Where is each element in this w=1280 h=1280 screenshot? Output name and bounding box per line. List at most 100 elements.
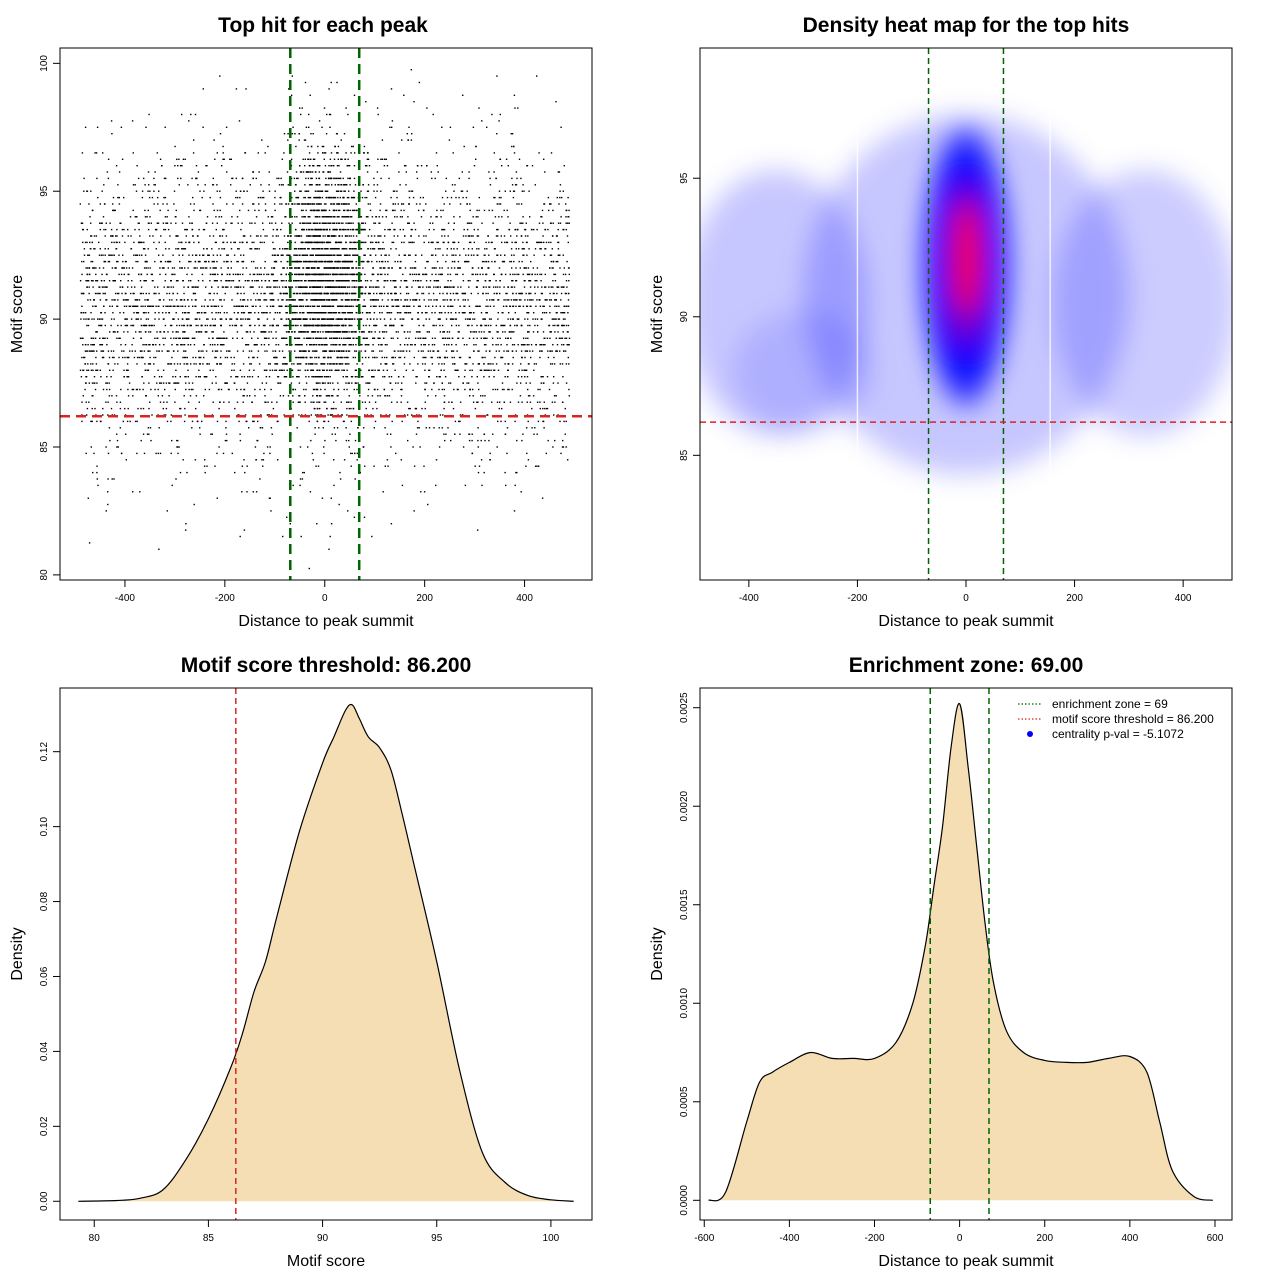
scatter-point [443,305,445,307]
scatter-point [247,312,250,314]
scatter-point [453,228,455,231]
scatter-point [253,331,255,333]
scatter-point [395,248,397,250]
scatter-point [546,337,549,339]
scatter-point [453,388,455,391]
scatter-point [301,222,304,224]
scatter-point [184,376,186,378]
scatter-point [324,165,327,167]
scatter-point [91,420,93,423]
scatter-point [314,344,316,346]
scatter-point [138,331,140,333]
scatter-point [333,235,335,237]
scatter-point [182,344,184,346]
scatter-point [324,286,326,288]
scatter-point [240,318,242,320]
scatter-point [443,401,446,403]
scatter-point [429,350,432,352]
scatter-point [319,196,321,199]
scatter-point [520,235,523,237]
scatter-point [368,260,370,263]
scatter-point [438,427,440,429]
scatter-point [339,280,341,282]
scatter-point [523,286,526,288]
scatter-point [259,299,261,301]
scatter-point [130,292,132,295]
scatter-point [137,260,139,263]
scatter-point [379,350,381,352]
scatter-point [457,337,460,339]
scatter-point [356,305,358,307]
scatter-point [325,190,327,192]
scatter-point [416,318,419,320]
scatter-point [329,267,331,269]
scatter-point [463,145,465,148]
scatter-point [453,299,456,301]
scatter-point [550,331,552,333]
scatter-point [347,305,349,307]
scatter-point [281,363,284,365]
scatter-point [381,273,383,276]
scatter-point [395,305,397,307]
scatter-point [327,280,330,282]
scatter-point [271,216,273,218]
scatter-point [198,331,201,333]
scatter-point [319,216,321,218]
scatter-point [120,273,123,276]
scatter-point [83,190,85,192]
scatter-point [313,241,315,244]
scatter-point [392,241,395,244]
scatter-point [452,152,454,154]
scatter-point [421,254,423,256]
scatter-point [140,273,142,276]
scatter-point [552,286,554,288]
scatter-point [153,324,155,327]
scatter-point [267,145,269,148]
scatter-point [355,254,357,256]
scatter-point [317,337,319,339]
scatter-point [457,388,459,391]
scatter-point [167,331,169,333]
scatter-point [310,171,312,173]
scatter-point [190,113,192,116]
scatter-point [560,312,562,314]
scatter-point [219,299,221,301]
scatter-point [263,299,265,301]
scatter-point [104,254,106,256]
scatter-point [414,337,417,339]
scatter-point [458,331,460,333]
scatter-point [307,158,309,160]
scatter-point [343,184,346,186]
scatter-point [335,248,338,250]
scatter-point [560,337,562,339]
scatter-point [125,459,127,461]
scatter-point [492,388,494,391]
scatter-point [292,395,294,397]
scatter-point [496,337,499,339]
scatter-point [284,356,286,359]
scatter-point [285,248,287,250]
scatter-point [123,369,125,371]
scatter-point [204,459,206,461]
scatter-point [266,235,268,237]
scatter-point [430,216,432,218]
scatter-point [264,395,266,397]
scatter-point [155,356,157,359]
scatter-point [420,491,422,493]
scatter-point [485,324,488,327]
scatter-point [499,286,501,288]
scatter-point [266,286,269,288]
scatter-point [309,260,311,263]
scatter-point [391,299,394,301]
scatter-point [341,248,343,250]
scatter-point [310,280,312,282]
scatter-point [207,254,209,256]
scatter-point [376,260,378,263]
scatter-point [406,286,408,288]
scatter-point [444,312,446,314]
scatter-point [464,363,466,365]
scatter-point [344,228,346,231]
scatter-point [198,369,200,371]
scatter-point [304,395,306,397]
scatter-point [294,260,297,263]
